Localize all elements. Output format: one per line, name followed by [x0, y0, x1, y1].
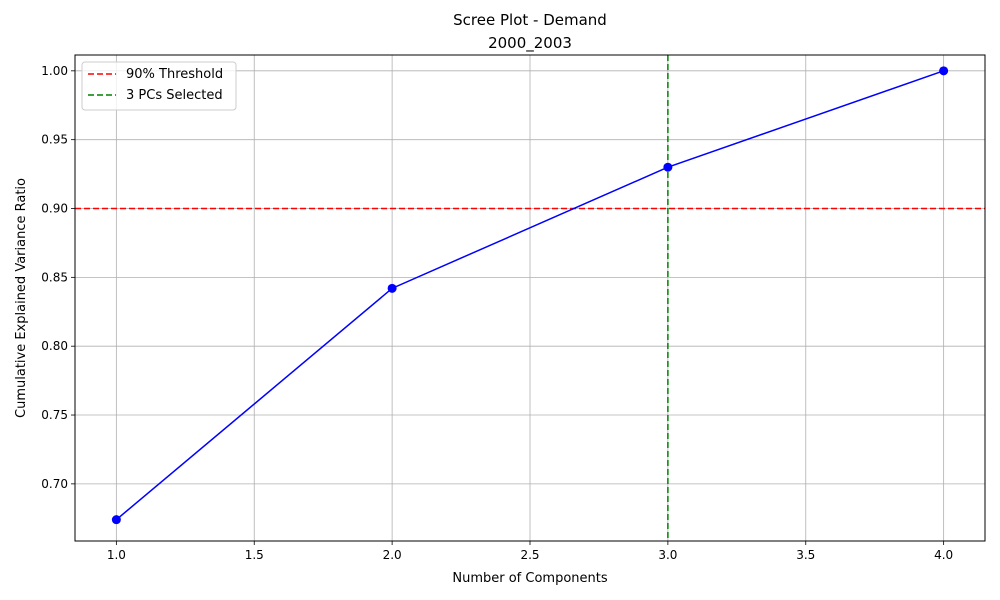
chart-title-line1: Scree Plot - Demand: [453, 11, 607, 29]
y-axis-ticks: 0.70 0.75 0.80 0.85 0.90 0.95 1.00: [41, 64, 75, 491]
x-axis-label: Number of Components: [452, 571, 607, 586]
y-tick-label: 0.85: [41, 270, 68, 284]
x-axis-ticks: 1.0 1.5 2.0 2.5 3.0 3.5 4.0: [107, 541, 953, 562]
x-tick-label: 2.5: [520, 548, 539, 562]
x-tick-label: 1.0: [107, 548, 126, 562]
x-tick-label: 3.5: [796, 548, 815, 562]
data-point: [111, 515, 121, 525]
chart-title-line2: 2000_2003: [488, 34, 572, 53]
legend: 90% Threshold 3 PCs Selected: [81, 61, 237, 111]
data-point: [939, 66, 949, 76]
y-axis-label: Cumulative Explained Variance Ratio: [14, 178, 29, 418]
y-tick-label: 0.70: [41, 477, 68, 491]
x-tick-label: 3.0: [658, 548, 677, 562]
legend-label: 3 PCs Selected: [126, 88, 223, 103]
x-tick-label: 2.0: [383, 548, 402, 562]
legend-box: [81, 61, 237, 111]
data-point: [663, 162, 673, 172]
x-tick-label: 4.0: [934, 548, 953, 562]
y-tick-label: 0.90: [41, 202, 68, 216]
y-tick-label: 0.80: [41, 339, 68, 353]
reference-lines: [75, 55, 985, 541]
plot-frame: [74, 54, 986, 542]
y-tick-label: 0.75: [41, 408, 68, 422]
x-tick-label: 1.5: [245, 548, 264, 562]
y-tick-label: 0.95: [41, 133, 68, 147]
series-line: [115, 70, 944, 521]
legend-label: 90% Threshold: [126, 67, 223, 82]
y-tick-label: 1.00: [41, 64, 68, 78]
grid: [75, 55, 985, 541]
data-series: [111, 66, 949, 525]
data-point: [387, 283, 397, 293]
